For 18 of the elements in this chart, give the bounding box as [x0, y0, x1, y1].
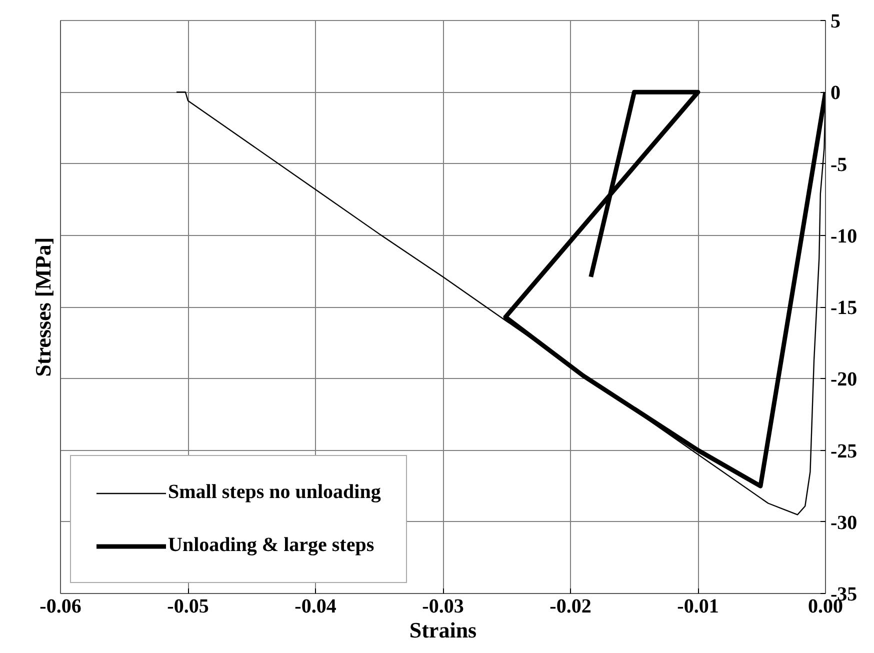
x-tick-label: -0.06 [40, 596, 82, 618]
x-tick-label: -0.04 [294, 596, 336, 618]
y-tick-label: 5 [830, 10, 840, 32]
y-tick-label: -25 [830, 440, 858, 462]
y-tick-label: -5 [830, 154, 848, 176]
x-tick-label: -0.01 [677, 596, 719, 618]
y-axis-title: Stresses [MPa] [30, 237, 56, 377]
x-tick-label: -0.02 [550, 596, 592, 618]
x-axis-title: Strains [409, 618, 478, 642]
x-tick-label: -0.05 [167, 596, 209, 618]
y-tick-label: -10 [830, 225, 858, 248]
x-tick-label: -0.03 [422, 596, 464, 618]
y-tick-label: 0 [830, 82, 840, 104]
legend-label: Unloading & large steps [168, 534, 374, 557]
y-tick-label: -30 [830, 512, 858, 534]
legend-label: Small steps no unloading [168, 481, 381, 504]
y-tick-label: -20 [830, 368, 858, 391]
y-tick-label: -15 [830, 297, 858, 319]
